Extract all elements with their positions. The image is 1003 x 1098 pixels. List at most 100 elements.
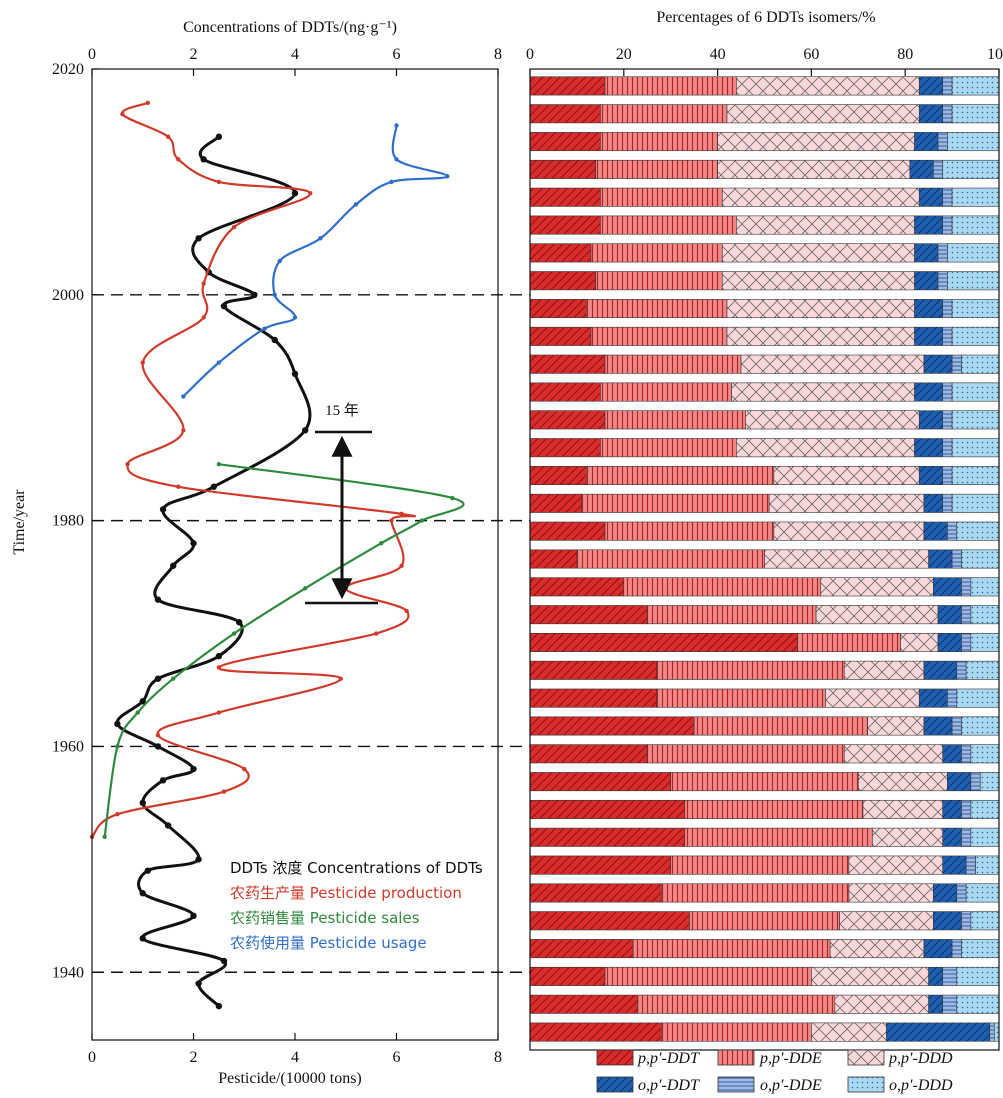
- bar-24-seg-5: [970, 744, 1000, 764]
- bar-3-seg-1: [595, 159, 718, 179]
- series-3-point-0: [181, 394, 186, 399]
- series-1-point-18: [201, 315, 206, 320]
- series-0-point-30: [291, 189, 299, 197]
- series-0-point-21: [159, 506, 167, 513]
- bars-layer: [529, 76, 1000, 1042]
- bar-16-seg-5: [956, 521, 1000, 541]
- series-3-point-9: [445, 174, 450, 179]
- series-0-point-2: [220, 957, 228, 965]
- bar-24-seg-0: [529, 744, 648, 764]
- bar-30-seg-4: [961, 911, 972, 931]
- bar-2-seg-2: [717, 132, 915, 152]
- series-1-point-22: [216, 179, 222, 185]
- series-1-point-21: [308, 190, 313, 196]
- bar-17-seg-0: [529, 549, 578, 569]
- bar-28-seg-4: [965, 855, 976, 875]
- bottom-tick-label-4: 4: [291, 1049, 299, 1066]
- bar-21-seg-4: [956, 660, 967, 680]
- series-0-point-17: [235, 619, 243, 626]
- bar-27-seg-4: [961, 827, 972, 847]
- series-2-point-6: [379, 541, 384, 546]
- bar-20-seg-3: [937, 633, 962, 652]
- bar-27-seg-2: [872, 827, 944, 847]
- top-tick-label-8: 8: [494, 46, 502, 63]
- bar-33-seg-0: [529, 994, 639, 1014]
- top-tick-label-6: 6: [393, 46, 401, 63]
- bar-17-seg-2: [764, 549, 929, 569]
- bar-3-seg-3: [909, 159, 934, 179]
- fifteen-year-annotation: 15 年: [305, 402, 378, 605]
- bar-21-seg-1: [656, 660, 845, 680]
- series-2-point-0: [102, 834, 107, 839]
- bar-0-seg-2: [736, 76, 920, 96]
- series-1-point-2: [221, 789, 227, 794]
- series-layer: [89, 100, 465, 1010]
- bar-31-seg-5: [961, 939, 1000, 959]
- series-0-point-29: [195, 235, 202, 242]
- series-1-point-3: [242, 766, 247, 772]
- bar-18-seg-1: [623, 577, 822, 597]
- bar-16-seg-3: [923, 521, 948, 541]
- series-1-point-19: [201, 281, 206, 286]
- bar-15-seg-2: [768, 493, 925, 513]
- bar-5-seg-5: [951, 215, 1000, 235]
- bar-1-seg-3: [918, 104, 944, 124]
- bar-4-seg-0: [529, 187, 601, 207]
- bar-34-seg-2: [811, 1022, 887, 1042]
- bar-20-seg-5: [970, 633, 1000, 652]
- bar-22-seg-3: [918, 688, 948, 708]
- series-0-point-27: [251, 291, 258, 299]
- bar-26-seg-4: [961, 799, 972, 819]
- left-top-axis-title: Concentrations of DDTs/(ng·g⁻¹): [183, 19, 397, 36]
- bar-32-seg-2: [811, 966, 929, 986]
- bar-24-seg-1: [646, 744, 845, 764]
- series-0-point-20: [190, 540, 197, 547]
- series-2-point-2: [135, 710, 140, 715]
- bar-24-seg-3: [942, 744, 962, 764]
- bar-11-seg-3: [914, 382, 944, 402]
- series-3-point-10: [394, 157, 399, 162]
- bar-5-seg-3: [914, 215, 944, 235]
- series-1-point-1: [115, 811, 120, 817]
- bar-12-seg-1: [604, 410, 747, 430]
- bar-34-seg-4: [989, 1022, 995, 1042]
- pct-tick-label-40: 40: [710, 46, 726, 63]
- bar-3-seg-5: [942, 159, 1000, 179]
- bar-26-seg-1: [684, 799, 864, 819]
- bar-23-seg-3: [923, 716, 953, 736]
- series-1-point-20: [231, 224, 237, 230]
- series-0-point-23: [301, 427, 309, 434]
- legend-swatch-ppddd: [847, 1049, 885, 1066]
- bar-22-seg-0: [529, 688, 657, 708]
- legend-label-ppdde: p,p′-DDE: [759, 1050, 822, 1067]
- series-2-point-5: [302, 586, 308, 591]
- legend-swatch-ppdde: [717, 1049, 755, 1066]
- bar-28-seg-1: [670, 855, 850, 875]
- bar-1-seg-0: [529, 104, 601, 124]
- bar-6-seg-2: [721, 243, 915, 263]
- series-0-point-8: [164, 822, 172, 829]
- bar-25-seg-4: [970, 772, 981, 792]
- series-0-point-16: [215, 652, 223, 660]
- bar-7-seg-5: [947, 271, 1000, 291]
- series-1-point-17: [140, 360, 145, 365]
- bar-19-seg-0: [529, 605, 648, 625]
- bar-4-seg-3: [918, 187, 944, 207]
- series-0-point-14: [139, 698, 146, 705]
- series-1-point-8: [374, 631, 379, 636]
- y-tick-label-1960: 1960: [52, 738, 84, 755]
- bar-8-seg-0: [529, 299, 587, 319]
- bar-13-seg-5: [951, 438, 1000, 458]
- bottom-tick-label-0: 0: [88, 1049, 96, 1066]
- bar-34-seg-5: [994, 1022, 1000, 1042]
- bar-18-seg-4: [961, 577, 972, 597]
- bar-0-seg-4: [942, 76, 953, 96]
- y-tick-label-2020: 2020: [52, 61, 84, 78]
- bar-9-seg-2: [726, 326, 915, 346]
- bar-34-seg-1: [661, 1022, 812, 1042]
- bar-11-seg-0: [529, 382, 601, 402]
- series-0-point-7: [195, 856, 202, 863]
- series-2-point-7: [419, 518, 425, 523]
- bar-3-seg-4: [933, 159, 944, 179]
